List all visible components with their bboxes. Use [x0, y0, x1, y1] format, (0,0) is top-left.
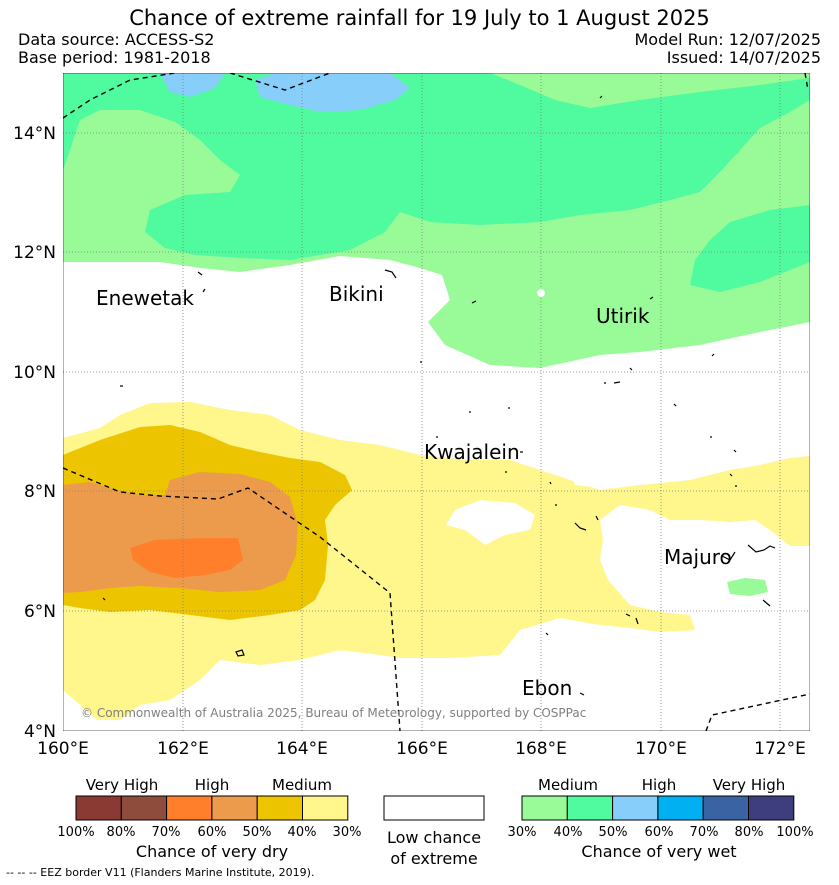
legend-wet-header: Medium	[538, 776, 598, 794]
legend-dry: Very High High Medium 100% 80% 70% 60% 5…	[57, 776, 361, 861]
eez-footnote: -- -- -- EEZ border V11 (Flanders Marine…	[6, 866, 315, 879]
lat-label: 6°N	[24, 602, 56, 622]
wet-50-region	[255, 73, 410, 112]
legend-pct: 50%	[243, 825, 272, 840]
legend-swatch	[521, 795, 568, 821]
lon-label: 166°E	[396, 739, 448, 759]
legend-dry-header: Medium	[272, 776, 332, 794]
legend-dry-title: Chance of very dry	[136, 842, 288, 861]
legend-pct: 80%	[735, 825, 764, 840]
wet-40-spot	[614, 142, 650, 170]
lat-label: 4°N	[24, 722, 56, 742]
issued-date: Issued: 14/07/2025	[666, 48, 821, 67]
legend-low-chance: Low chance of extreme	[383, 795, 485, 868]
legend-pct: 100%	[57, 825, 94, 840]
legend-pct: 60%	[645, 825, 674, 840]
legend-dry-header: High	[195, 776, 229, 794]
model-run: Model Run: 12/07/2025	[634, 30, 822, 49]
legend-swatch	[302, 795, 349, 821]
latitude-labels: 14°N 12°N 10°N 8°N 6°N 4°N	[13, 124, 56, 742]
legend-pct: 60%	[198, 825, 227, 840]
atoll-marker	[537, 289, 545, 297]
lon-label: 170°E	[635, 739, 687, 759]
legend-pct: 100%	[776, 825, 813, 840]
legend-pct: 70%	[152, 825, 181, 840]
wet-50-region-west	[160, 73, 225, 97]
legend-pct: 40%	[554, 825, 583, 840]
lon-label: 164°E	[276, 739, 328, 759]
longitude-labels: 160°E 162°E 164°E 166°E 168°E 170°E 172°…	[37, 739, 806, 759]
legend-swatch	[120, 795, 168, 821]
legend-pct: 50%	[599, 825, 628, 840]
lat-label: 8°N	[24, 482, 56, 502]
place-kwajalein: Kwajalein	[424, 440, 520, 464]
legend-swatch	[256, 795, 304, 821]
low-chance-hole	[446, 500, 535, 545]
coastlines	[102, 95, 776, 696]
wet-40-spot-small	[727, 147, 739, 155]
map-title: Chance of extreme rainfall for 19 July t…	[129, 6, 710, 30]
lon-label: 160°E	[37, 739, 89, 759]
lat-label: 10°N	[13, 363, 56, 383]
lat-label: 14°N	[13, 124, 56, 144]
base-period: Base period: 1981-2018	[18, 48, 211, 67]
legend-swatch	[75, 795, 122, 821]
wet-40-region	[63, 73, 810, 260]
place-ebon: Ebon	[522, 676, 572, 700]
legend-wet-header: Very High	[713, 776, 786, 794]
legend-swatch	[702, 795, 750, 821]
legend-pct: 80%	[107, 825, 136, 840]
data-source: Data source: ACCESS-S2	[18, 30, 215, 49]
lon-label: 168°E	[515, 739, 567, 759]
legend-pct: 70%	[690, 825, 719, 840]
legend-pct: 40%	[288, 825, 317, 840]
place-majuro: Majuro	[664, 545, 732, 569]
legend-wet-header: High	[642, 776, 676, 794]
legend-dry-swatches	[75, 795, 349, 821]
legend-pct: 30%	[508, 825, 537, 840]
copyright-text: © Commonwealth of Australia 2025, Bureau…	[81, 706, 586, 720]
place-utirik: Utirik	[596, 304, 650, 328]
map-area	[63, 73, 810, 731]
place-enewetak: Enewetak	[96, 286, 194, 310]
legend-pct: 30%	[333, 825, 362, 840]
eez-border	[63, 73, 810, 731]
legend-swatch	[566, 795, 614, 821]
wet-medium-majuro	[727, 578, 768, 596]
lon-label: 162°E	[157, 739, 209, 759]
legend-swatch	[211, 795, 258, 821]
low-chance-hole-east	[570, 455, 660, 488]
lat-label: 12°N	[13, 243, 56, 263]
legend-dry-header: Very High	[86, 776, 159, 794]
legend-wet: Medium High Very High 30% 40% 50% 60% 70…	[508, 776, 814, 861]
place-bikini: Bikini	[329, 282, 384, 306]
legend-low-swatch	[383, 795, 485, 821]
dry-60-region	[130, 538, 243, 578]
legend-wet-swatches	[521, 795, 795, 821]
legend-swatch	[612, 795, 659, 821]
lon-label: 172°E	[754, 739, 806, 759]
legend-low-line1: Low chance	[387, 828, 481, 847]
legend-swatch	[748, 795, 795, 821]
legend-swatch	[657, 795, 704, 821]
legend-low-line2: of extreme	[390, 849, 477, 868]
legend-swatch	[166, 795, 213, 821]
legend-wet-title: Chance of very wet	[581, 842, 736, 861]
